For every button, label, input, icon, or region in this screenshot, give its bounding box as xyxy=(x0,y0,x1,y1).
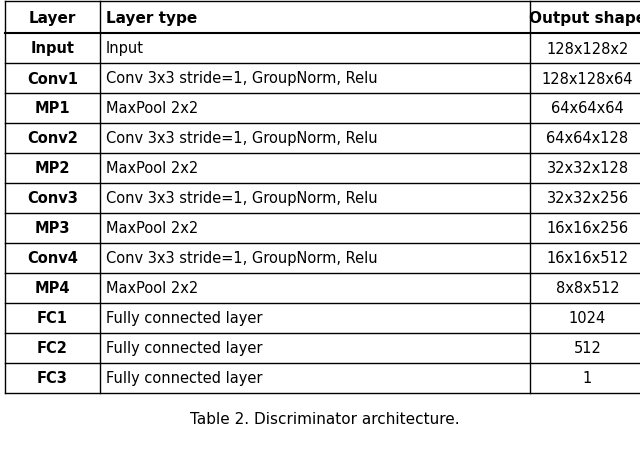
Text: MP4: MP4 xyxy=(35,281,70,296)
Text: MaxPool 2x2: MaxPool 2x2 xyxy=(106,281,198,296)
Text: Conv2: Conv2 xyxy=(27,131,78,146)
Text: FC3: FC3 xyxy=(37,371,68,386)
Text: 64x64x128: 64x64x128 xyxy=(547,131,628,146)
Text: Conv4: Conv4 xyxy=(27,251,78,266)
Text: Fully connected layer: Fully connected layer xyxy=(106,371,262,386)
Text: FC1: FC1 xyxy=(37,311,68,326)
Text: Fully connected layer: Fully connected layer xyxy=(106,341,262,356)
Text: Fully connected layer: Fully connected layer xyxy=(106,311,262,326)
Text: 128x128x64: 128x128x64 xyxy=(541,71,633,86)
Text: 32x32x128: 32x32x128 xyxy=(547,161,628,176)
Text: 512: 512 xyxy=(573,341,602,356)
Text: Layer: Layer xyxy=(29,10,76,25)
Text: 64x64x64: 64x64x64 xyxy=(551,101,624,116)
Text: MaxPool 2x2: MaxPool 2x2 xyxy=(106,161,198,176)
Text: 1: 1 xyxy=(583,371,592,386)
Text: MP3: MP3 xyxy=(35,221,70,236)
Text: 128x128x2: 128x128x2 xyxy=(547,41,628,56)
Text: 8x8x512: 8x8x512 xyxy=(556,281,620,296)
Text: Input: Input xyxy=(106,41,144,56)
Text: MP1: MP1 xyxy=(35,101,70,116)
Text: Conv 3x3 stride=1, GroupNorm, Relu: Conv 3x3 stride=1, GroupNorm, Relu xyxy=(106,131,378,146)
Text: Input: Input xyxy=(31,41,74,56)
Text: Layer type: Layer type xyxy=(106,10,197,25)
Text: Table 2. Discriminator architecture.: Table 2. Discriminator architecture. xyxy=(190,411,460,426)
Text: 16x16x256: 16x16x256 xyxy=(547,221,628,236)
Text: Conv1: Conv1 xyxy=(27,71,78,86)
Text: 1024: 1024 xyxy=(569,311,606,326)
Text: 32x32x256: 32x32x256 xyxy=(547,191,628,206)
Text: Conv 3x3 stride=1, GroupNorm, Relu: Conv 3x3 stride=1, GroupNorm, Relu xyxy=(106,251,378,266)
Text: MP2: MP2 xyxy=(35,161,70,176)
Text: Output shape: Output shape xyxy=(529,10,640,25)
Text: Conv3: Conv3 xyxy=(27,191,78,206)
Text: MaxPool 2x2: MaxPool 2x2 xyxy=(106,221,198,236)
Text: FC2: FC2 xyxy=(37,341,68,356)
Text: Conv 3x3 stride=1, GroupNorm, Relu: Conv 3x3 stride=1, GroupNorm, Relu xyxy=(106,71,378,86)
Text: 16x16x512: 16x16x512 xyxy=(547,251,628,266)
Text: MaxPool 2x2: MaxPool 2x2 xyxy=(106,101,198,116)
Text: Conv 3x3 stride=1, GroupNorm, Relu: Conv 3x3 stride=1, GroupNorm, Relu xyxy=(106,191,378,206)
